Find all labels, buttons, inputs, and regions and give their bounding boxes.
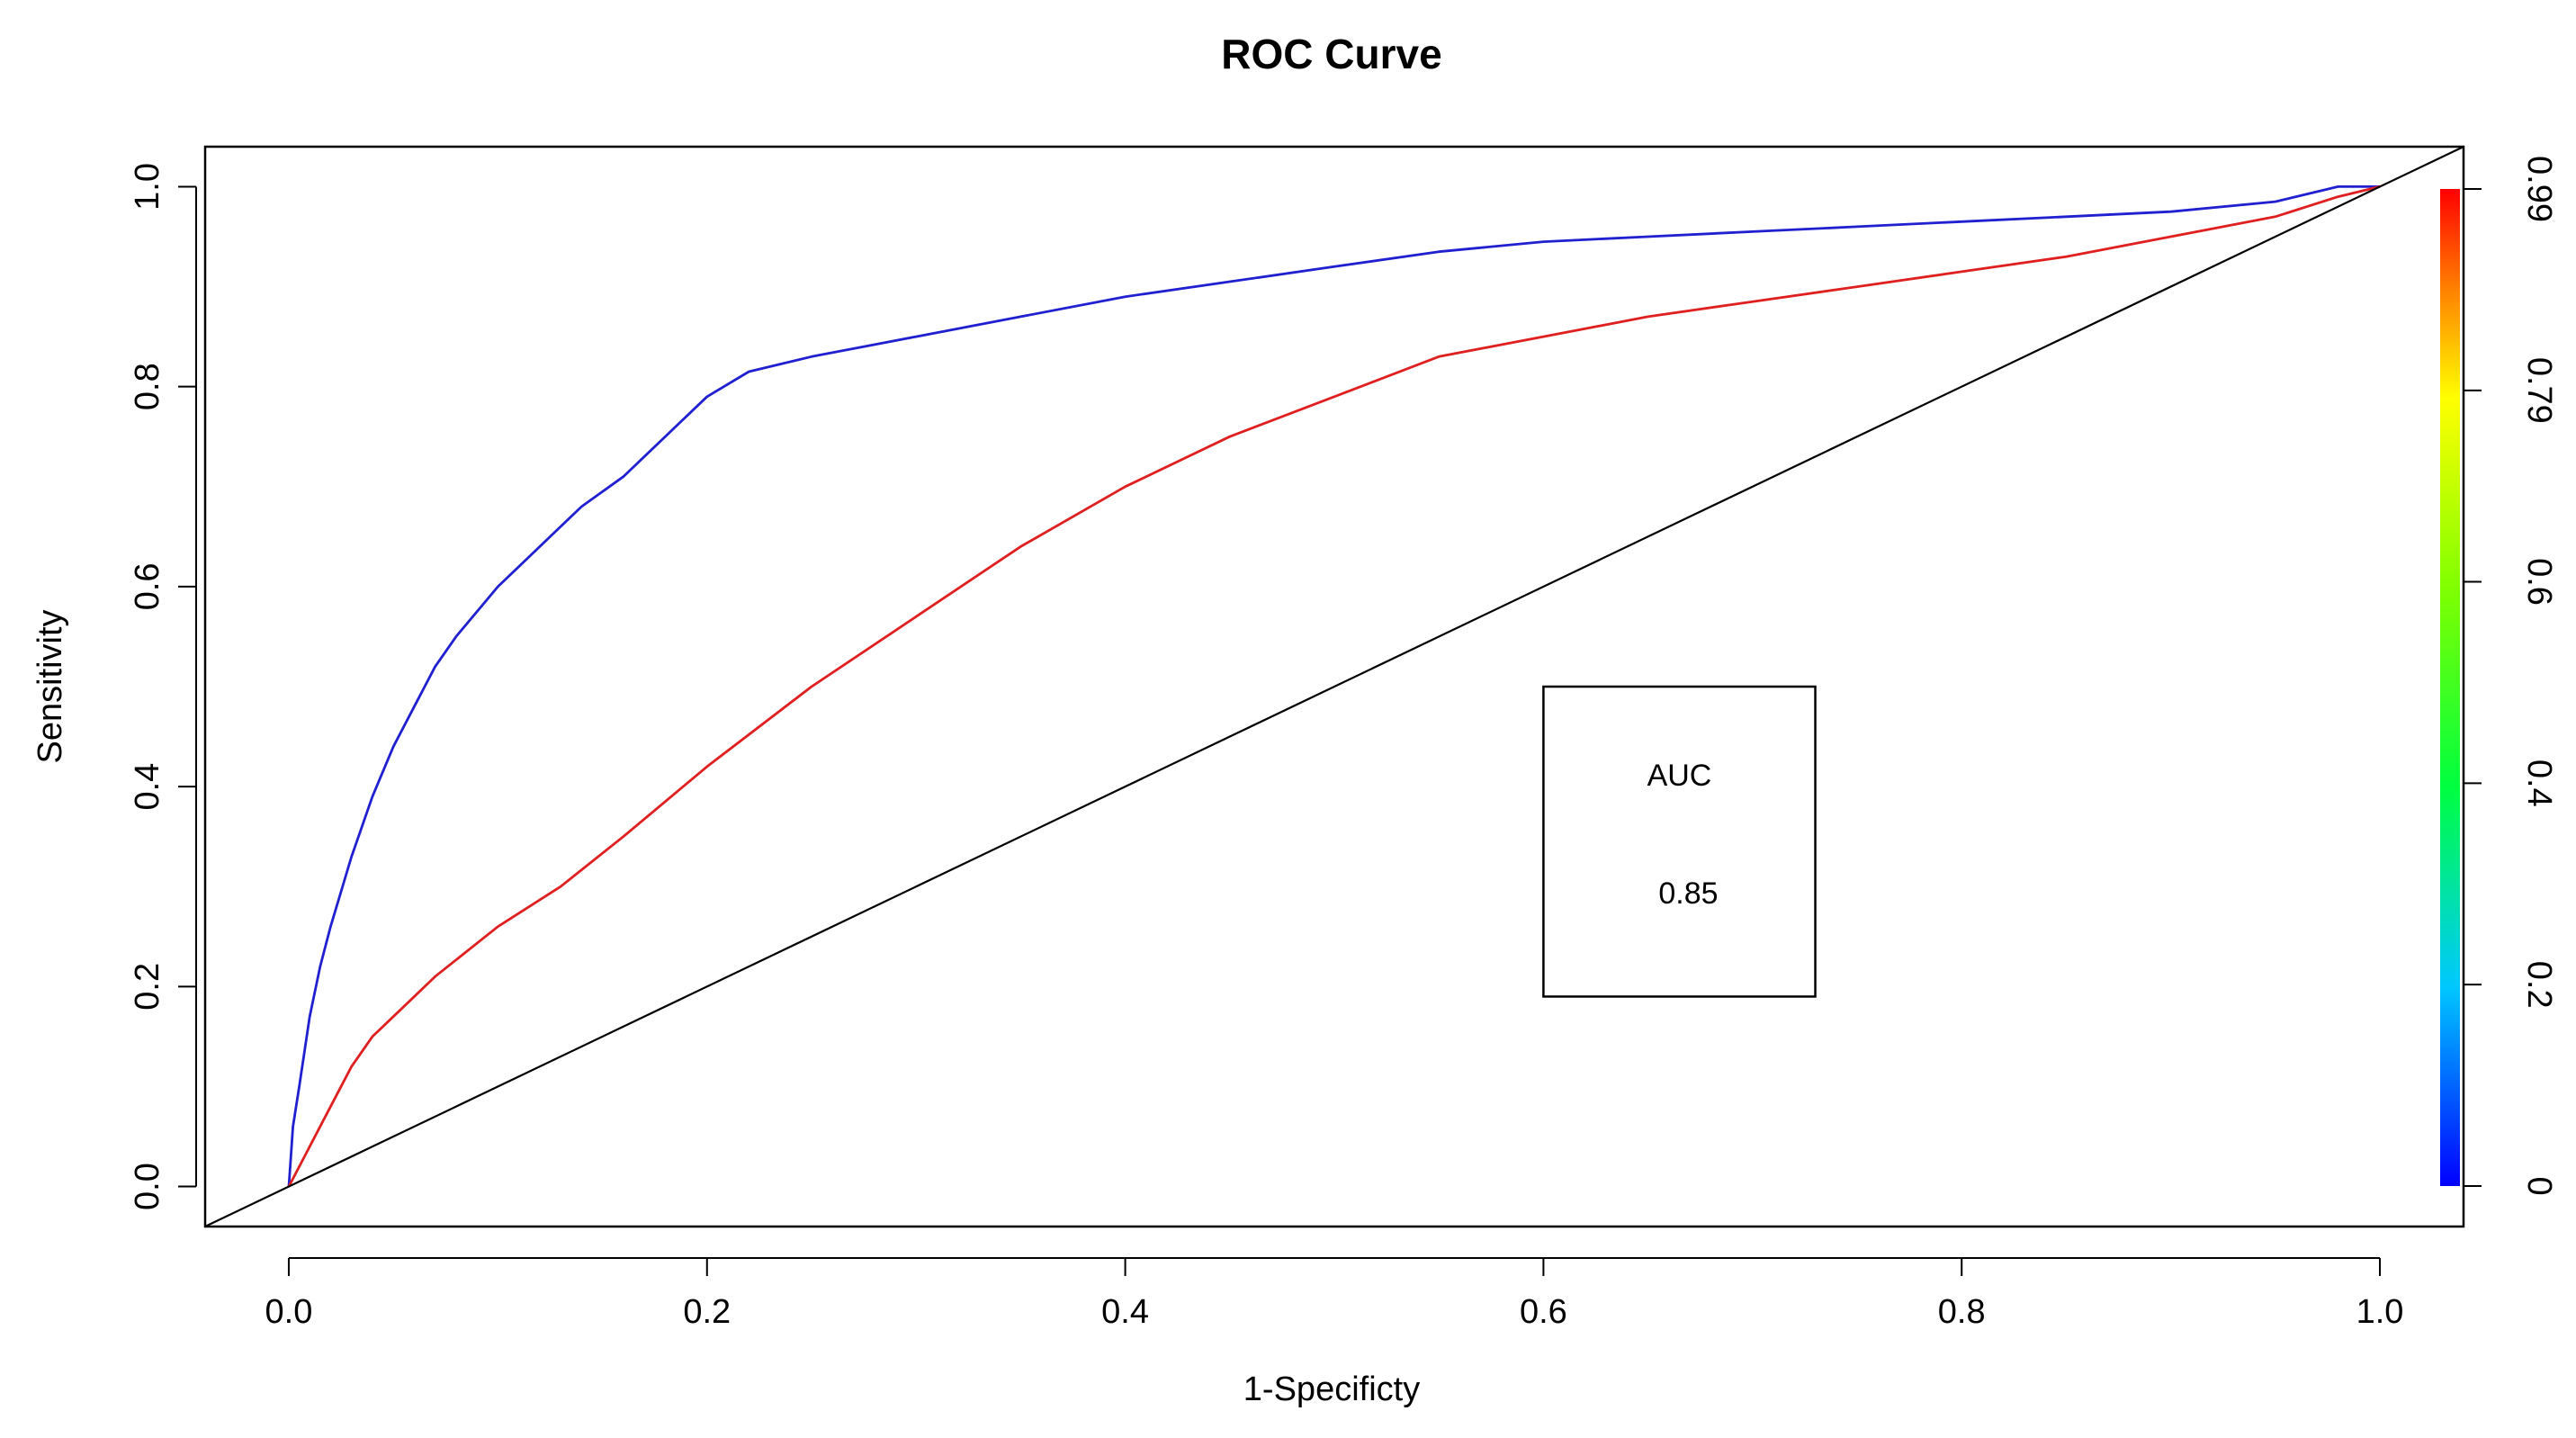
auc-box-frame xyxy=(1542,685,1817,998)
y-axis: 0.0 0.2 0.4 0.6 0.8 1.0 xyxy=(129,163,197,1210)
colorbar-tick-label: 0.4 xyxy=(2520,759,2558,807)
chart-title: ROC Curve xyxy=(1221,31,1441,77)
y-tick-label: 0.4 xyxy=(129,763,166,811)
x-axis-label: 1-Specificty xyxy=(1243,1371,1420,1408)
plot-frame xyxy=(203,145,2465,1228)
auc-annotation: AUC 0.85 xyxy=(1542,685,1817,998)
colorbar-gradient xyxy=(2440,189,2460,1186)
auc-value: 0.85 xyxy=(1658,876,1718,911)
y-tick-label: 1.0 xyxy=(129,163,166,211)
plot-lines xyxy=(205,147,2464,1227)
x-tick-label: 0.2 xyxy=(683,1293,731,1331)
x-tick-label: 0.4 xyxy=(1101,1293,1149,1331)
series-line-diagonal-reference xyxy=(205,147,2464,1227)
y-tick-label: 0.8 xyxy=(129,363,166,410)
y-tick-label: 0.0 xyxy=(129,1163,166,1210)
series-line-blue-curve xyxy=(287,184,2380,1187)
x-axis: 0.0 0.2 0.4 0.6 0.8 1.0 xyxy=(265,1257,2404,1331)
auc-label: AUC xyxy=(1647,759,1712,793)
x-tick-label: 0.8 xyxy=(1938,1293,1986,1331)
colorbar-tick-label: 0 xyxy=(2520,1176,2558,1195)
y-tick-label: 0.2 xyxy=(129,963,166,1011)
x-tick-label: 0.0 xyxy=(265,1293,313,1331)
colorbar-tick-label: 0.6 xyxy=(2520,558,2558,606)
colorbar-tick-label: 0.79 xyxy=(2520,357,2558,424)
y-tick-label: 0.6 xyxy=(129,562,166,610)
x-tick-label: 1.0 xyxy=(2356,1293,2404,1331)
colorbar-tick-label: 0.2 xyxy=(2520,961,2558,1009)
series-line-red-curve xyxy=(287,185,2381,1188)
colorbar-tick-label: 0.99 xyxy=(2520,156,2558,222)
y-axis-label: Sensitivity xyxy=(31,609,69,763)
x-tick-label: 0.6 xyxy=(1520,1293,1567,1331)
colorbar-axis: 0 0.2 0.4 0.6 0.79 0.99 xyxy=(2464,156,2558,1196)
colorbar xyxy=(2440,189,2460,1186)
